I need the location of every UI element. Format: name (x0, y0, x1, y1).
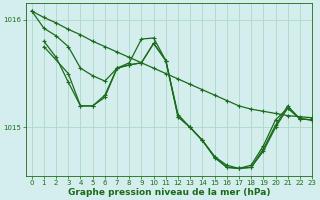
X-axis label: Graphe pression niveau de la mer (hPa): Graphe pression niveau de la mer (hPa) (68, 188, 270, 197)
